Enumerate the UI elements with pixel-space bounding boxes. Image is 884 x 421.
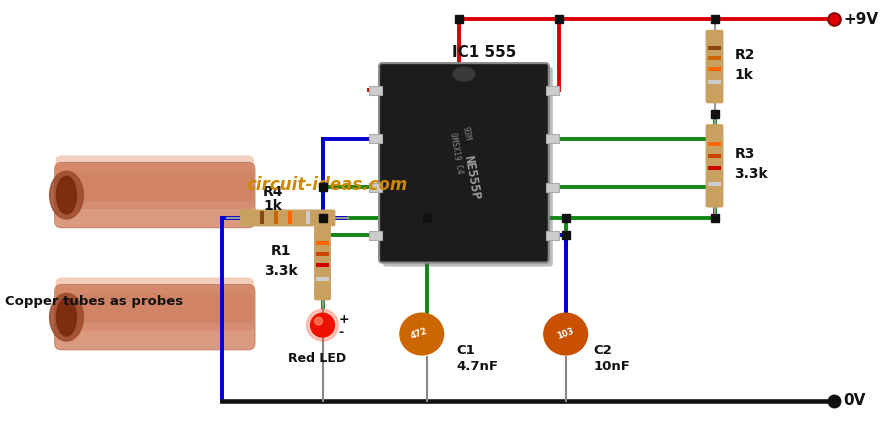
Ellipse shape	[50, 293, 83, 341]
Text: R1: R1	[271, 244, 291, 258]
Bar	[707, 80, 721, 85]
Text: IC1 555: IC1 555	[452, 45, 516, 60]
Text: Red LED: Red LED	[288, 352, 347, 365]
Bar	[288, 211, 292, 224]
Bar	[370, 134, 382, 143]
Bar	[370, 231, 382, 240]
FancyBboxPatch shape	[55, 163, 255, 228]
FancyBboxPatch shape	[55, 285, 255, 350]
FancyBboxPatch shape	[56, 171, 254, 209]
Bar	[545, 183, 559, 192]
Bar	[370, 183, 382, 192]
Ellipse shape	[57, 298, 76, 336]
Bar	[316, 263, 329, 266]
Text: C1: C1	[456, 344, 476, 357]
FancyBboxPatch shape	[705, 30, 723, 103]
Text: 1k: 1k	[735, 67, 753, 82]
FancyBboxPatch shape	[705, 124, 723, 208]
Bar	[707, 182, 721, 186]
Circle shape	[310, 313, 334, 337]
Text: circuit-ideas.com: circuit-ideas.com	[247, 176, 408, 194]
Ellipse shape	[50, 171, 83, 219]
Bar	[707, 46, 721, 50]
Bar	[316, 241, 329, 245]
Bar	[261, 211, 264, 224]
Text: 3.3k: 3.3k	[735, 167, 768, 181]
Bar	[707, 56, 721, 60]
Bar	[545, 134, 559, 143]
Bar	[707, 166, 721, 170]
Bar	[316, 277, 329, 281]
FancyBboxPatch shape	[56, 277, 254, 315]
Bar	[306, 211, 310, 224]
Ellipse shape	[544, 313, 588, 355]
Bar	[274, 211, 278, 224]
Text: +9V: +9V	[843, 12, 879, 27]
Bar	[370, 86, 382, 95]
Text: -: -	[339, 325, 344, 338]
Text: 1k: 1k	[263, 199, 282, 213]
FancyBboxPatch shape	[56, 163, 254, 201]
Ellipse shape	[400, 313, 444, 355]
Text: 10nF: 10nF	[593, 360, 630, 373]
FancyBboxPatch shape	[56, 285, 254, 323]
Bar	[545, 231, 559, 240]
Bar	[545, 86, 559, 95]
FancyBboxPatch shape	[56, 293, 254, 331]
FancyBboxPatch shape	[314, 225, 331, 300]
Ellipse shape	[453, 67, 475, 81]
Bar	[707, 154, 721, 158]
Text: NE555P: NE555P	[461, 155, 482, 201]
Text: 93M: 93M	[461, 125, 471, 141]
Circle shape	[315, 317, 323, 325]
Text: +: +	[339, 313, 349, 326]
FancyBboxPatch shape	[240, 210, 335, 226]
Ellipse shape	[57, 176, 76, 214]
Text: C2: C2	[593, 344, 613, 357]
Bar	[707, 142, 721, 146]
Text: 103: 103	[556, 327, 575, 341]
Bar	[707, 67, 721, 71]
FancyBboxPatch shape	[56, 155, 254, 193]
Text: 472: 472	[409, 327, 429, 341]
Bar	[316, 252, 329, 256]
Text: 3.3k: 3.3k	[264, 264, 298, 277]
Text: R4: R4	[263, 185, 283, 199]
Text: Copper tubes as probes: Copper tubes as probes	[5, 295, 183, 308]
Text: 0V: 0V	[843, 393, 866, 408]
Circle shape	[307, 309, 339, 341]
FancyBboxPatch shape	[383, 67, 552, 266]
Text: R3: R3	[735, 147, 755, 161]
FancyBboxPatch shape	[379, 63, 549, 263]
Text: R2: R2	[735, 48, 755, 62]
Text: 4.7nF: 4.7nF	[456, 360, 499, 373]
Text: 0MSX19 C4: 0MSX19 C4	[448, 132, 464, 174]
